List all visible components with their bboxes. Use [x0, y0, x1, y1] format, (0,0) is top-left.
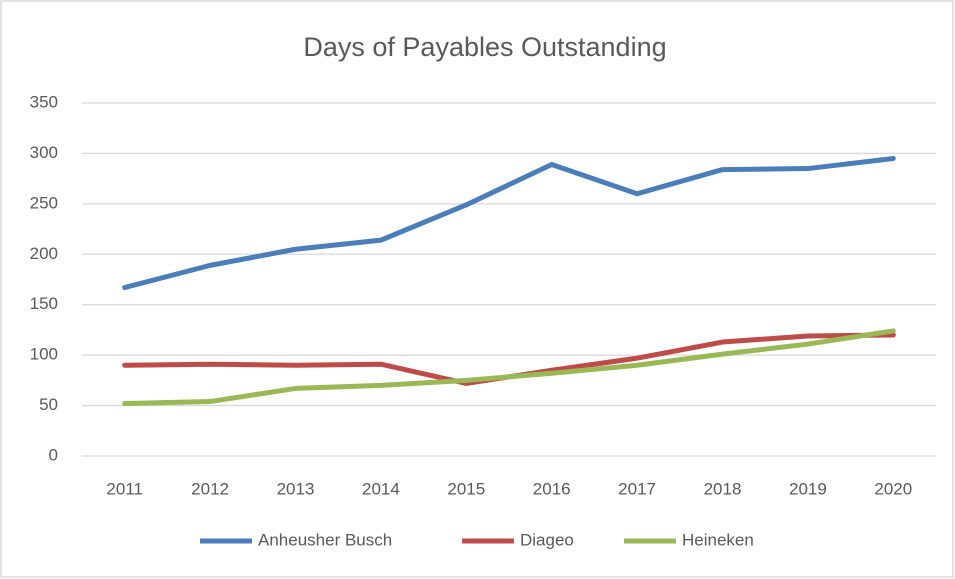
- x-tick-label: 2014: [362, 479, 400, 498]
- x-tick-label: 2019: [789, 479, 827, 498]
- x-tick-label: 2016: [533, 479, 571, 498]
- y-tick-label: 50: [39, 395, 58, 414]
- y-tick-label: 200: [30, 244, 58, 263]
- x-tick-label: 2018: [704, 479, 742, 498]
- x-tick-label: 2011: [106, 479, 143, 498]
- x-tick-label: 2012: [191, 479, 229, 498]
- y-tick-label: 300: [30, 143, 58, 162]
- y-tick-label: 0: [49, 445, 58, 464]
- x-tick-label: 2013: [277, 479, 315, 498]
- legend-label: Anheusher Busch: [258, 530, 392, 549]
- legend-label: Heineken: [682, 530, 754, 549]
- series-line: [122, 328, 896, 407]
- y-tick-label: 150: [30, 294, 58, 313]
- chart-title: Days of Payables Outstanding: [303, 32, 666, 62]
- x-tick-label: 2017: [618, 479, 656, 498]
- y-tick-label: 250: [30, 193, 58, 212]
- x-tick-label: 2015: [447, 479, 485, 498]
- legend-label: Diageo: [520, 530, 574, 549]
- y-tick-label: 100: [30, 345, 58, 364]
- y-tick-label: 350: [30, 92, 58, 111]
- x-tick-label: 2020: [874, 479, 912, 498]
- series-line: [122, 155, 896, 291]
